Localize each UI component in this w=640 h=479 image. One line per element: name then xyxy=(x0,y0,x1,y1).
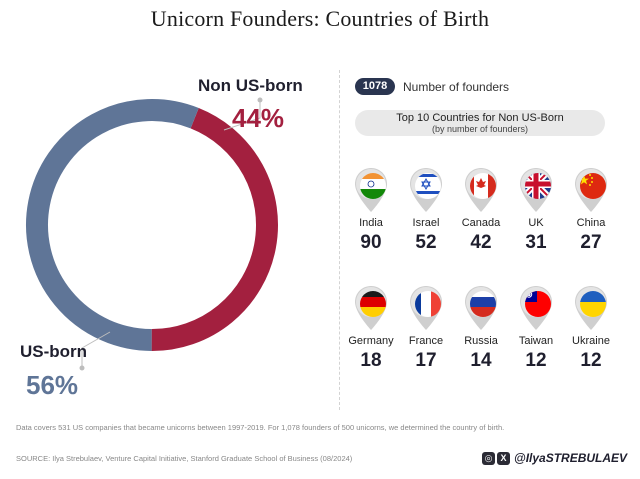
country-value: 27 xyxy=(580,232,602,253)
map-pin-icon xyxy=(409,285,443,331)
source-note: SOURCE: Ilya Strebulaev, Venture Capital… xyxy=(16,454,353,463)
country-value: 17 xyxy=(415,350,437,371)
handle-text: @IlyaSTREBULAEV xyxy=(514,451,628,465)
map-pin-icon xyxy=(409,167,443,213)
country-name: Taiwan xyxy=(518,335,554,347)
map-pin-icon xyxy=(464,285,498,331)
country-item-uk: UK 31 xyxy=(508,167,564,254)
india-flag xyxy=(360,173,386,199)
us-born-percent: 56% xyxy=(26,370,79,400)
legend-text: Number of founders xyxy=(403,80,510,94)
country-value: 12 xyxy=(580,350,602,371)
top10-title: Top 10 Countries for Non US-Born xyxy=(396,112,564,124)
donut-slice-us-born xyxy=(26,99,199,351)
footnote: Data covers 531 US companies that became… xyxy=(16,423,505,432)
map-pin-icon xyxy=(574,167,608,213)
map-pin-icon xyxy=(519,167,553,213)
country-value: 14 xyxy=(470,350,492,371)
country-item-canada: Canada 42 xyxy=(453,167,509,254)
divider xyxy=(339,70,340,410)
country-value: 90 xyxy=(360,232,382,253)
country-name: Ukraine xyxy=(572,335,610,347)
country-name: France xyxy=(408,335,444,347)
non-us-born-percent: 44% xyxy=(232,103,285,133)
france-flag xyxy=(415,291,441,317)
country-name: Germany xyxy=(348,335,394,347)
country-value: 31 xyxy=(525,232,547,253)
chart-title: Unicorn Founders: Countries of Birth xyxy=(150,6,490,31)
china-flag xyxy=(580,173,606,199)
ukraine-flag xyxy=(580,291,606,317)
donut-slice-non-us-born xyxy=(151,107,278,351)
taiwan-flag xyxy=(525,291,551,317)
map-pin-icon xyxy=(464,167,498,213)
leader-dot xyxy=(79,365,85,371)
map-pin-icon xyxy=(354,167,388,213)
country-value: 12 xyxy=(525,350,547,371)
country-item-ukraine: Ukraine 12 xyxy=(563,285,619,372)
country-value: 52 xyxy=(415,232,437,253)
country-item-taiwan: Taiwan 12 xyxy=(508,285,564,372)
country-name: Canada xyxy=(461,217,501,229)
country-value: 18 xyxy=(360,350,382,371)
non-us-born-label: Non US-born xyxy=(198,76,303,95)
country-name: Israel xyxy=(412,217,440,229)
country-name: China xyxy=(576,217,606,229)
country-name: India xyxy=(359,217,383,229)
israel-flag xyxy=(415,173,441,199)
us-born-label: US-born xyxy=(20,342,88,361)
us-leader-line xyxy=(81,331,111,368)
country-item-france: France 17 xyxy=(398,285,454,372)
instagram-icon: ◎ xyxy=(482,451,495,465)
map-pin-icon xyxy=(574,285,608,331)
country-item-israel: Israel 52 xyxy=(398,167,454,254)
donut-chart xyxy=(26,97,278,371)
country-item-germany: Germany 18 xyxy=(343,285,399,372)
top10-header: Top 10 Countries for Non US-Born (by num… xyxy=(355,110,605,136)
country-item-china: China 27 xyxy=(563,167,619,254)
country-item-india: India 90 xyxy=(343,167,399,254)
top10-subtitle: (by number of founders) xyxy=(431,124,529,134)
legend-badge: 1078 xyxy=(355,78,395,95)
country-item-russia: Russia 14 xyxy=(453,285,509,372)
leader-dot xyxy=(257,97,263,103)
social-handle: ◎ X @IlyaSTREBULAEV xyxy=(482,449,627,467)
country-name: Russia xyxy=(464,335,498,347)
country-value: 42 xyxy=(470,232,492,253)
non-us-leader-line xyxy=(223,100,261,131)
russia-flag xyxy=(470,291,496,317)
germany-flag xyxy=(360,291,386,317)
map-pin-icon xyxy=(519,285,553,331)
country-name: UK xyxy=(528,217,544,229)
map-pin-icon xyxy=(354,285,388,331)
x-icon: X xyxy=(497,451,510,465)
canada-flag xyxy=(470,173,496,199)
